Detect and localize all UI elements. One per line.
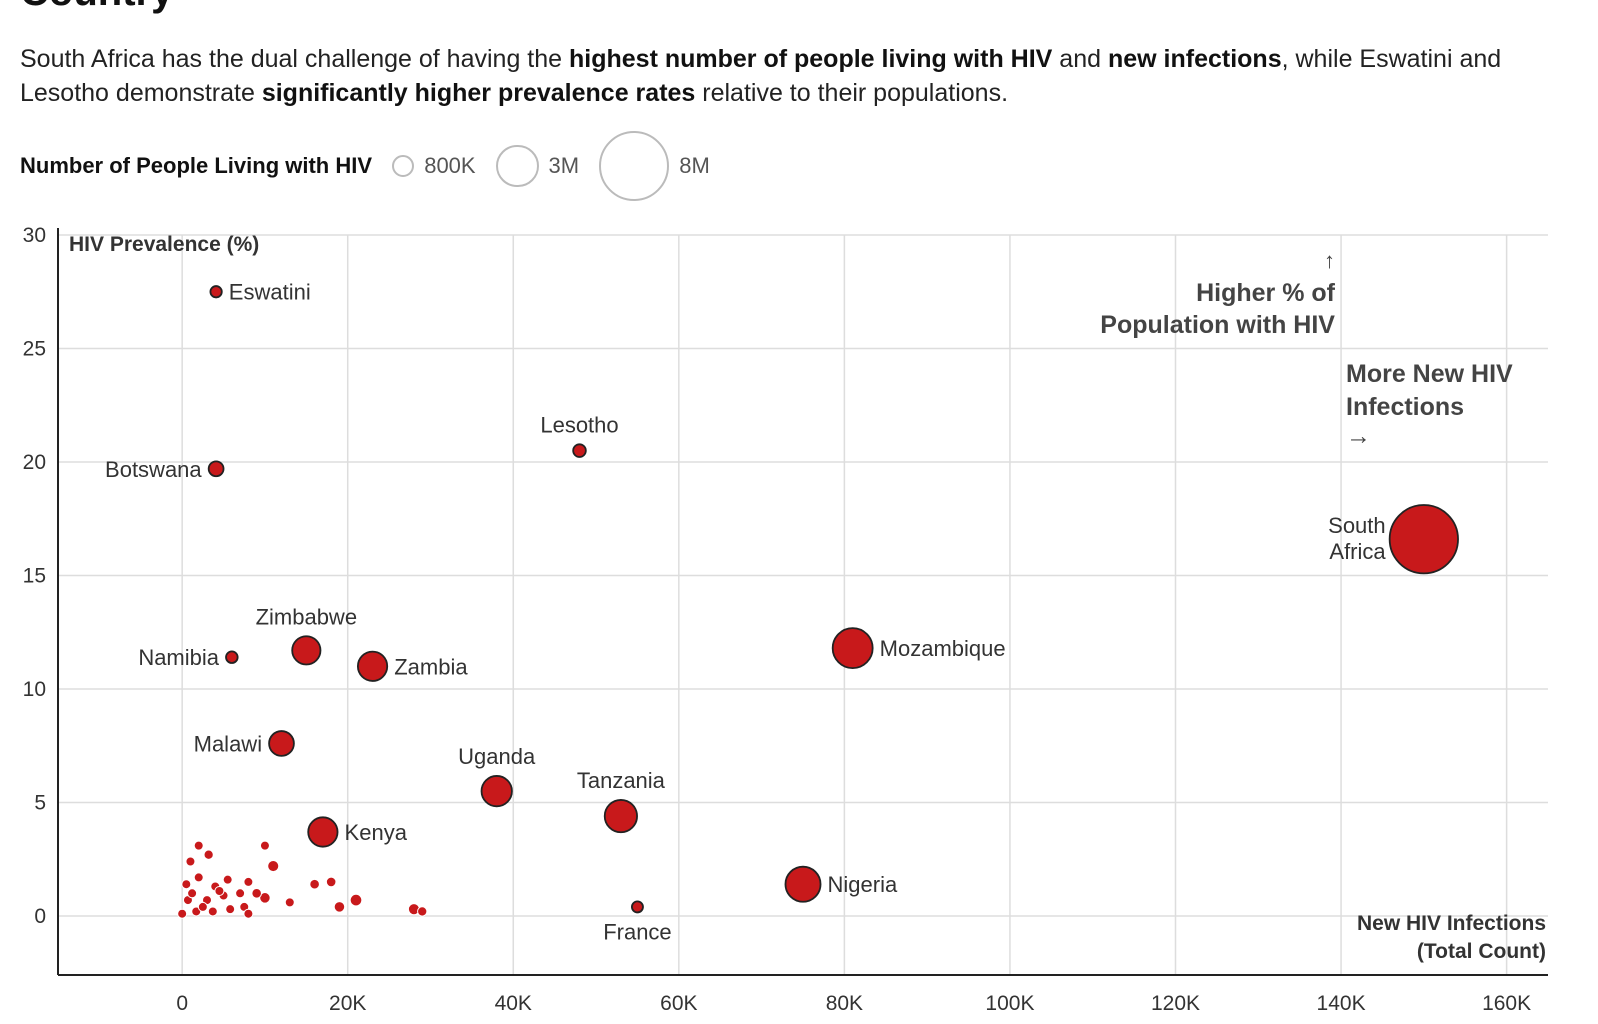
annotation-higher-prevalence: Population with HIV <box>1100 311 1335 339</box>
point-label: Eswatini <box>229 280 311 305</box>
subtitle-part: new infections <box>1107 45 1282 73</box>
data-point-botswana <box>207 460 225 478</box>
data-point-eswatini <box>209 285 223 299</box>
data-point <box>259 892 271 904</box>
data-point <box>187 888 198 899</box>
point-label: South <box>1328 513 1386 538</box>
point-label: Mozambique <box>880 636 1006 661</box>
data-point <box>207 906 218 917</box>
y-tick-label: 30 <box>23 224 46 247</box>
data-point-malawi <box>268 730 295 757</box>
annotation-higher-prevalence: Higher % of <box>1196 279 1336 307</box>
subtitle-part: relative to their populations. <box>695 79 1009 107</box>
size-legend-circle <box>599 130 670 202</box>
y-tick-label: 20 <box>23 451 46 474</box>
point-label: Zimbabwe <box>256 604 357 629</box>
size-legend-label: 8M <box>679 152 710 178</box>
y-tick-label: 10 <box>23 678 46 701</box>
point-label: Botswana <box>105 457 202 482</box>
x-tick-label: 0 <box>176 992 188 1015</box>
point-label: Tanzania <box>577 768 666 793</box>
data-point-zimbabwe <box>291 635 322 666</box>
point-label: Lesotho <box>540 412 618 437</box>
subtitle-part: South Africa has the dual challenge of h… <box>20 45 569 73</box>
point-label: Namibia <box>138 645 219 670</box>
data-point <box>197 901 208 912</box>
size-legend: Number of People Living with HIV 800K 3M 8… <box>20 130 730 202</box>
data-point-france <box>630 900 644 914</box>
size-legend-title: Number of People Living with HIV <box>20 153 373 178</box>
data-point-namibia <box>225 650 239 664</box>
data-point <box>222 874 233 885</box>
y-tick-label: 5 <box>34 791 46 814</box>
x-tick-label: 140K <box>1317 992 1366 1015</box>
data-point <box>243 876 254 887</box>
point-label: Nigeria <box>828 872 898 897</box>
y-tick-label: 25 <box>23 337 46 360</box>
data-point <box>193 840 204 851</box>
data-point <box>225 904 236 915</box>
size-legend-circle <box>495 144 539 188</box>
data-point <box>309 878 320 890</box>
x-tick-label: 80K <box>826 992 863 1015</box>
point-label: Africa <box>1329 539 1386 564</box>
size-legend-label: 800K <box>424 152 476 178</box>
data-point <box>251 887 262 899</box>
x-axis-title: (Total Count) <box>1417 940 1546 963</box>
size-legend-circle <box>392 154 415 178</box>
data-point-tanzania <box>603 799 638 834</box>
point-label: France <box>603 919 671 944</box>
point-label: Uganda <box>458 744 536 769</box>
data-point <box>214 886 225 897</box>
annotation-more-infections: → <box>1346 422 1371 450</box>
subtitle-part: significantly higher prevalence rates <box>261 79 696 107</box>
y-tick-label: 0 <box>34 905 46 928</box>
data-point <box>177 908 188 919</box>
chart-title: Country <box>20 0 173 15</box>
data-point <box>325 876 337 888</box>
data-point-zambia <box>356 650 389 682</box>
subtitle-part: , while Eswatini and Lesotho demonstrate <box>20 45 1502 107</box>
data-point <box>185 856 196 867</box>
subtitle-part: highest number of people living with HIV <box>569 45 1053 73</box>
y-axis-title: HIV Prevalence (%) <box>69 233 259 256</box>
x-tick-label: 100K <box>985 992 1034 1015</box>
point-label: Zambia <box>394 654 468 679</box>
data-point <box>333 901 346 913</box>
data-point-kenya <box>307 816 339 848</box>
y-tick-label: 15 <box>23 564 46 587</box>
annotation-more-infections: More New HIV <box>1346 360 1513 388</box>
data-point-lesotho <box>572 443 587 458</box>
data-point <box>259 840 270 851</box>
x-tick-label: 160K <box>1482 992 1531 1015</box>
data-point <box>349 893 363 907</box>
data-point <box>203 849 214 860</box>
x-tick-label: 60K <box>660 992 697 1015</box>
data-point <box>181 879 192 890</box>
annotation-higher-prevalence: ↑ <box>1324 248 1335 273</box>
chart-subtitle: South Africa has the dual challenge of h… <box>20 42 1580 110</box>
data-point <box>267 859 280 873</box>
x-tick-label: 20K <box>329 992 366 1015</box>
data-point-nigeria <box>784 865 822 903</box>
size-legend-label: 3M <box>548 152 580 178</box>
x-tick-label: 120K <box>1151 992 1200 1015</box>
data-point <box>284 897 295 908</box>
annotation-more-infections: Infections <box>1346 393 1464 421</box>
data-point-mozambique <box>831 627 874 670</box>
point-label: Kenya <box>345 820 408 845</box>
x-tick-label: 40K <box>495 992 532 1015</box>
data-point <box>243 908 254 919</box>
data-point <box>417 906 428 917</box>
x-axis-title: New HIV Infections <box>1357 912 1546 935</box>
subtitle-part: and <box>1052 45 1108 73</box>
data-point-south-africa <box>1388 504 1459 575</box>
data-point <box>193 872 204 883</box>
data-point <box>235 888 246 899</box>
data-point-uganda <box>480 775 513 808</box>
point-label: Malawi <box>194 731 262 756</box>
